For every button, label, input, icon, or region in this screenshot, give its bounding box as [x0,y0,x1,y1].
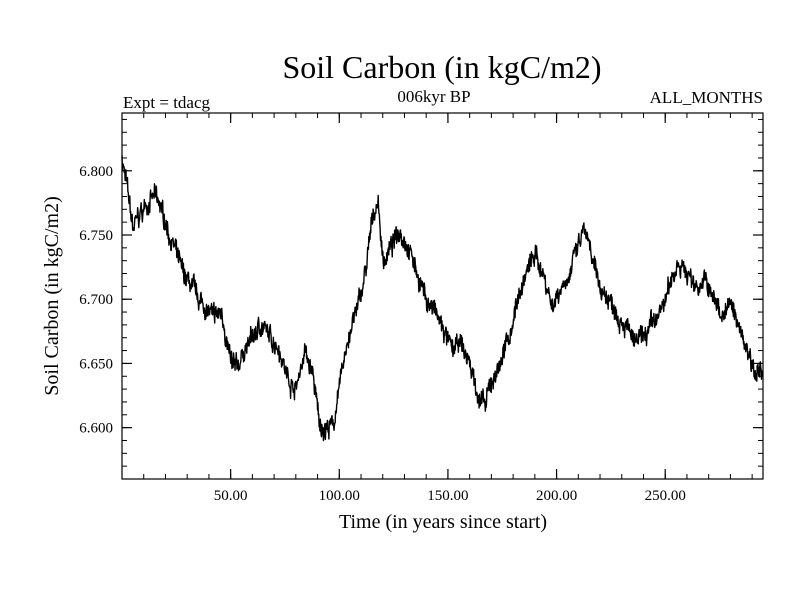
y-tick-label: 6.700 [79,292,113,308]
x-axis-label: Time (in years since start) [339,511,547,533]
x-tick-label: 200.00 [536,488,577,504]
x-tick-label: 250.00 [645,488,686,504]
y-tick-label: 6.600 [79,421,113,437]
series-layer [121,155,764,442]
y-tick-label: 6.750 [79,228,113,244]
soil-carbon-series-line [121,155,764,442]
experiment-label: Expt = tdacg [123,93,211,112]
months-label: ALL_MONTHS [650,88,763,107]
x-tick-label: 150.00 [427,488,468,504]
plot-frame [121,112,764,480]
chart-title: Soil Carbon (in kgC/m2) [282,49,601,85]
y-axis-label: Soil Carbon (in kgC/m2) [41,196,63,395]
x-tick-label: 50.00 [214,488,248,504]
period-label: 006kyr BP [397,87,470,106]
y-tick-label: 6.650 [79,356,113,372]
y-tick-label: 6.800 [79,164,113,180]
axis-layer: 50.00 100.00 150.00 200.00 250.00 6.600 6.650 6… [79,113,763,504]
x-tick-label: 100.00 [319,488,360,504]
